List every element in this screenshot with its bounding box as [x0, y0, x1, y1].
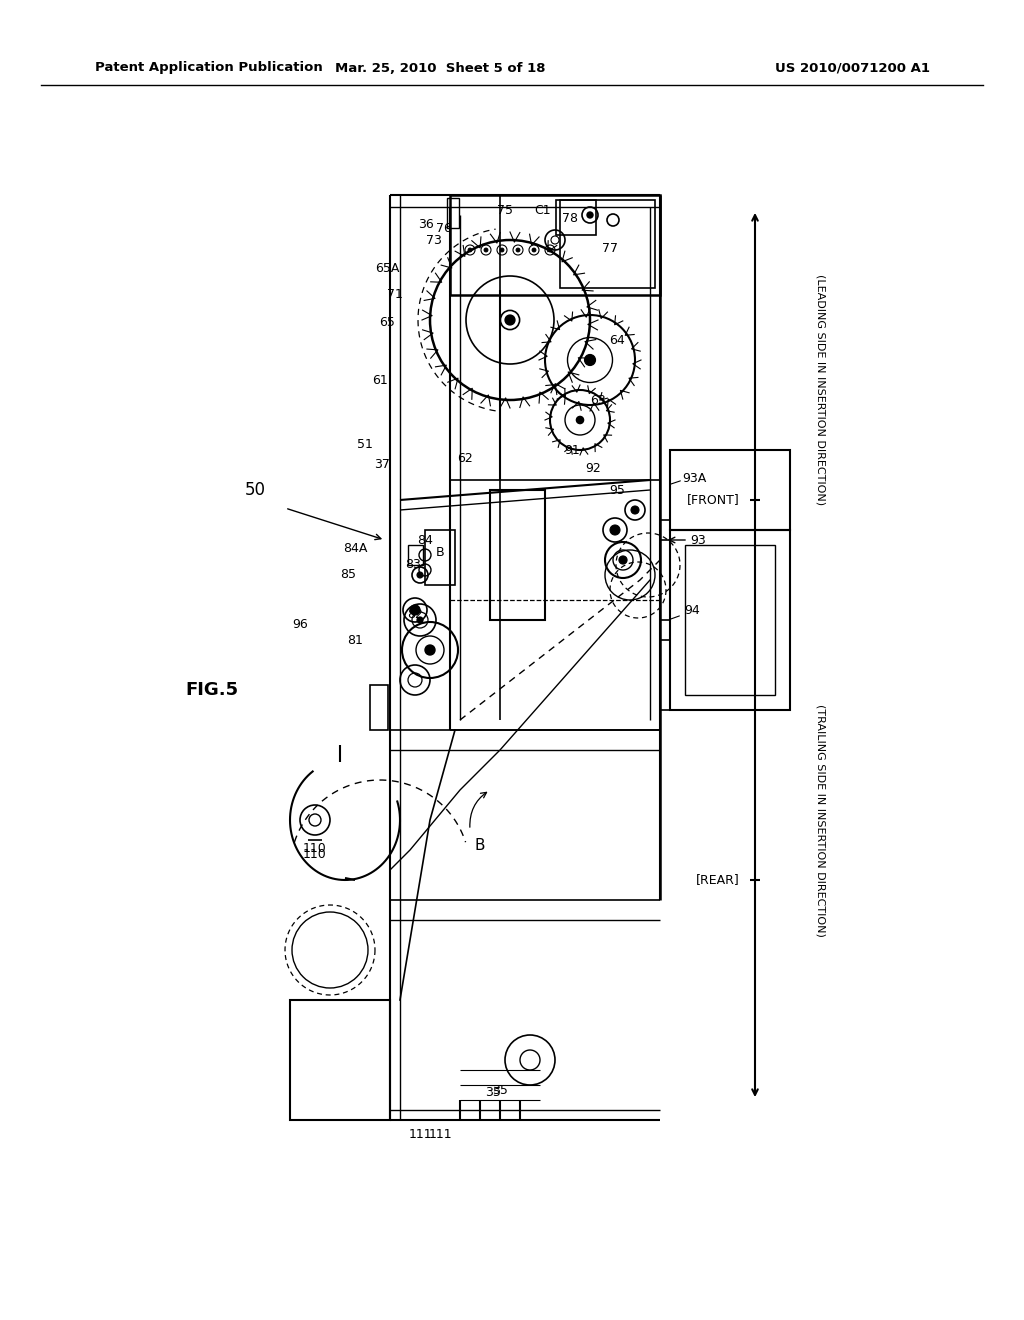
Text: 92: 92 [585, 462, 601, 474]
Text: 64: 64 [609, 334, 625, 346]
Circle shape [468, 248, 472, 252]
Text: [REAR]: [REAR] [696, 874, 740, 887]
Text: 81: 81 [347, 634, 362, 647]
Text: 75: 75 [497, 203, 513, 216]
Text: 110: 110 [303, 849, 327, 862]
Circle shape [631, 506, 639, 513]
Circle shape [417, 572, 423, 578]
Text: Patent Application Publication: Patent Application Publication [95, 62, 323, 74]
Text: 51: 51 [357, 438, 373, 451]
Text: 96: 96 [292, 619, 308, 631]
Text: [FRONT]: [FRONT] [687, 494, 740, 507]
Circle shape [516, 248, 520, 252]
Text: US 2010/0071200 A1: US 2010/0071200 A1 [775, 62, 930, 74]
Text: 35: 35 [493, 1084, 508, 1097]
Bar [685, 545, 775, 696]
Circle shape [417, 616, 423, 623]
Text: 83: 83 [406, 558, 421, 572]
Text: 37: 37 [374, 458, 390, 471]
Text: 61: 61 [372, 374, 388, 387]
Text: 111: 111 [409, 1129, 432, 1142]
Bar [447, 198, 459, 228]
Text: 77: 77 [602, 242, 618, 255]
Bar [408, 545, 423, 565]
Bar [670, 531, 790, 710]
Text: 95: 95 [609, 483, 625, 496]
Text: 76: 76 [436, 222, 452, 235]
Bar [556, 201, 596, 235]
Circle shape [577, 416, 584, 424]
Text: Mar. 25, 2010  Sheet 5 of 18: Mar. 25, 2010 Sheet 5 of 18 [335, 62, 545, 74]
Text: 91: 91 [564, 444, 580, 457]
Circle shape [587, 213, 593, 218]
Text: B: B [435, 545, 444, 558]
Bar [450, 195, 660, 294]
Text: 65A: 65A [375, 261, 399, 275]
Text: 63: 63 [590, 393, 606, 407]
Text: 62: 62 [457, 451, 473, 465]
Text: (LEADING SIDE IN INSERTION DIRECTION): (LEADING SIDE IN INSERTION DIRECTION) [815, 275, 825, 506]
Text: (TRAILING SIDE IN INSERTION DIRECTION): (TRAILING SIDE IN INSERTION DIRECTION) [815, 704, 825, 936]
Text: C1: C1 [535, 203, 551, 216]
Text: 65: 65 [379, 315, 395, 329]
Text: FIG.5: FIG.5 [185, 681, 239, 700]
Circle shape [500, 248, 504, 252]
Text: 78: 78 [562, 211, 578, 224]
Text: 85: 85 [340, 569, 356, 582]
Text: 110: 110 [303, 842, 327, 854]
Text: 93A: 93A [682, 471, 707, 484]
Text: B: B [475, 837, 485, 853]
Circle shape [425, 645, 435, 655]
Bar [670, 450, 790, 531]
Circle shape [484, 248, 488, 252]
Bar [370, 685, 388, 730]
Bar [290, 1001, 390, 1119]
Text: 71: 71 [387, 289, 402, 301]
Text: 50: 50 [245, 480, 265, 499]
Bar [425, 531, 455, 585]
Circle shape [618, 556, 627, 564]
Text: 84: 84 [417, 533, 433, 546]
Circle shape [410, 605, 420, 615]
Text: 111: 111 [428, 1129, 452, 1142]
Text: 36: 36 [418, 219, 434, 231]
Circle shape [532, 248, 536, 252]
Circle shape [505, 315, 515, 325]
Text: 35: 35 [485, 1085, 501, 1098]
Text: 73: 73 [426, 234, 442, 247]
Text: 84A: 84A [343, 541, 368, 554]
Circle shape [585, 355, 595, 366]
Bar [490, 490, 545, 620]
Circle shape [548, 248, 552, 252]
Circle shape [610, 525, 620, 535]
Bar [560, 201, 655, 288]
Text: 93: 93 [690, 533, 706, 546]
Text: 94: 94 [684, 603, 699, 616]
Text: 82: 82 [408, 609, 423, 622]
